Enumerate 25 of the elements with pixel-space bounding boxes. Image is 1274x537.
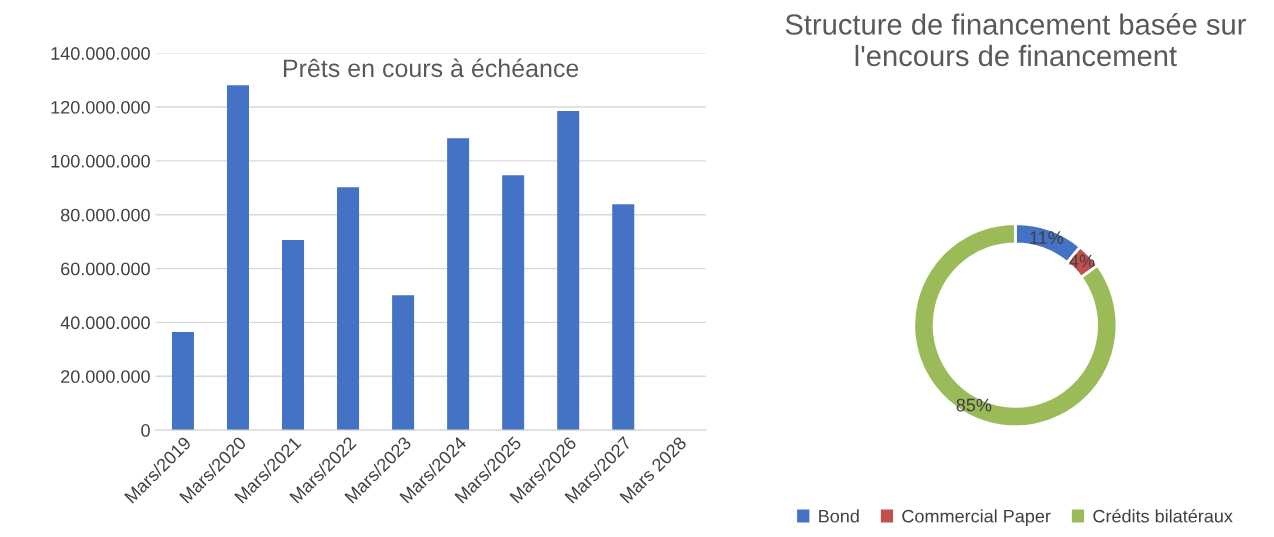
y-tick-label: 40.000.000 (60, 316, 150, 330)
y-tick-label: 80.000.000 (60, 208, 150, 222)
legend-label: Bond (819, 509, 859, 523)
bar (447, 138, 470, 431)
y-tick-label: 0 (141, 424, 150, 437)
bar (502, 175, 525, 431)
legend-label: Commercial Paper (902, 509, 1051, 527)
bar (337, 187, 360, 431)
bar (171, 332, 194, 431)
bar (282, 240, 305, 431)
bar (612, 204, 635, 431)
y-tick-label: 120.000.000 (51, 100, 150, 114)
chart-title: Structure de financement basée sur l'encours de financement (785, 13, 1246, 67)
y-tick-label: 140.000.000 (51, 47, 150, 60)
bar (392, 295, 415, 431)
donut-slice (912, 222, 1119, 429)
y-tick-label: 100.000.000 (51, 154, 150, 168)
chart-title: Prêts en cours à échéance (283, 58, 579, 78)
bar (557, 111, 580, 431)
y-tick-label: 60.000.000 (61, 262, 150, 276)
bar (226, 85, 249, 431)
data-label: 11% (1030, 231, 1064, 244)
legend-label: Crédits bilatéraux (1093, 509, 1233, 523)
y-tick-label: 20.000.000 (61, 370, 150, 383)
data-label: 85% (956, 398, 992, 412)
